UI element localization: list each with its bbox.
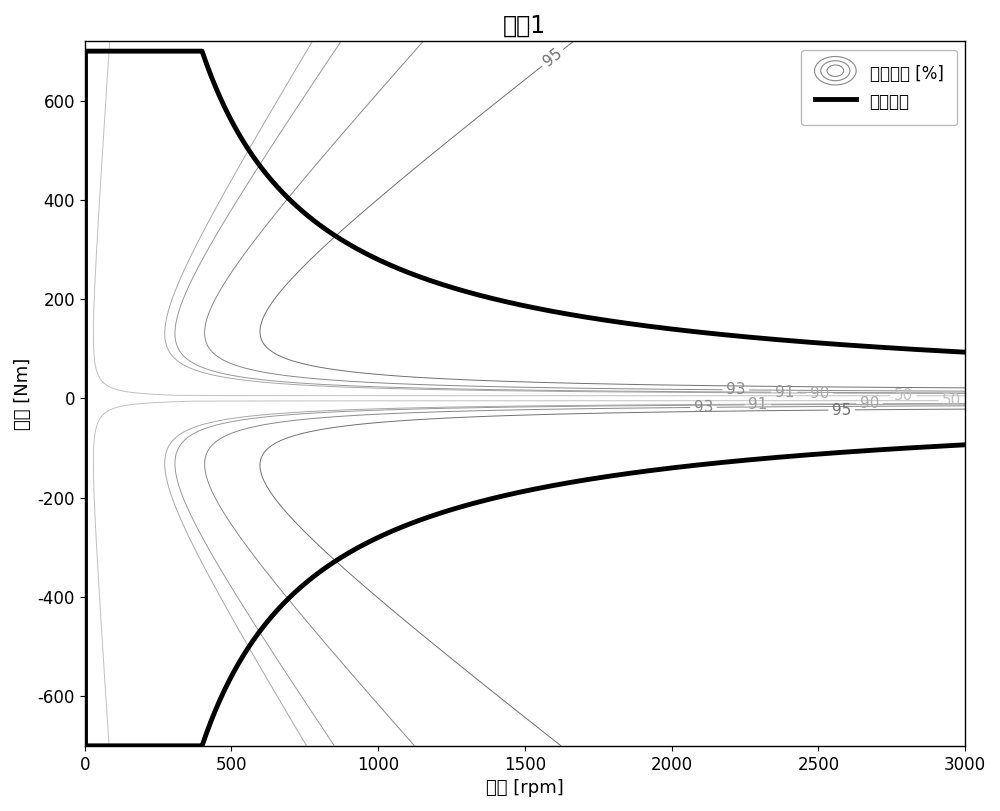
Text: 93: 93 (694, 400, 713, 415)
Text: 91: 91 (748, 397, 768, 413)
Text: 91: 91 (775, 384, 794, 400)
Text: 50: 50 (894, 388, 913, 403)
X-axis label: 转速 [rpm]: 转速 [rpm] (486, 779, 564, 797)
Y-axis label: 转矩 [Nm]: 转矩 [Nm] (14, 358, 32, 430)
Legend: 电机效率 [%], 转矩限制: 电机效率 [%], 转矩限制 (801, 49, 957, 125)
Text: 90: 90 (810, 385, 829, 401)
Text: 90: 90 (860, 397, 879, 411)
Title: 电机1: 电机1 (503, 14, 546, 38)
Text: 93: 93 (726, 382, 746, 397)
Text: 50: 50 (942, 393, 961, 408)
Text: 95: 95 (540, 45, 565, 70)
Text: 95: 95 (832, 402, 851, 418)
